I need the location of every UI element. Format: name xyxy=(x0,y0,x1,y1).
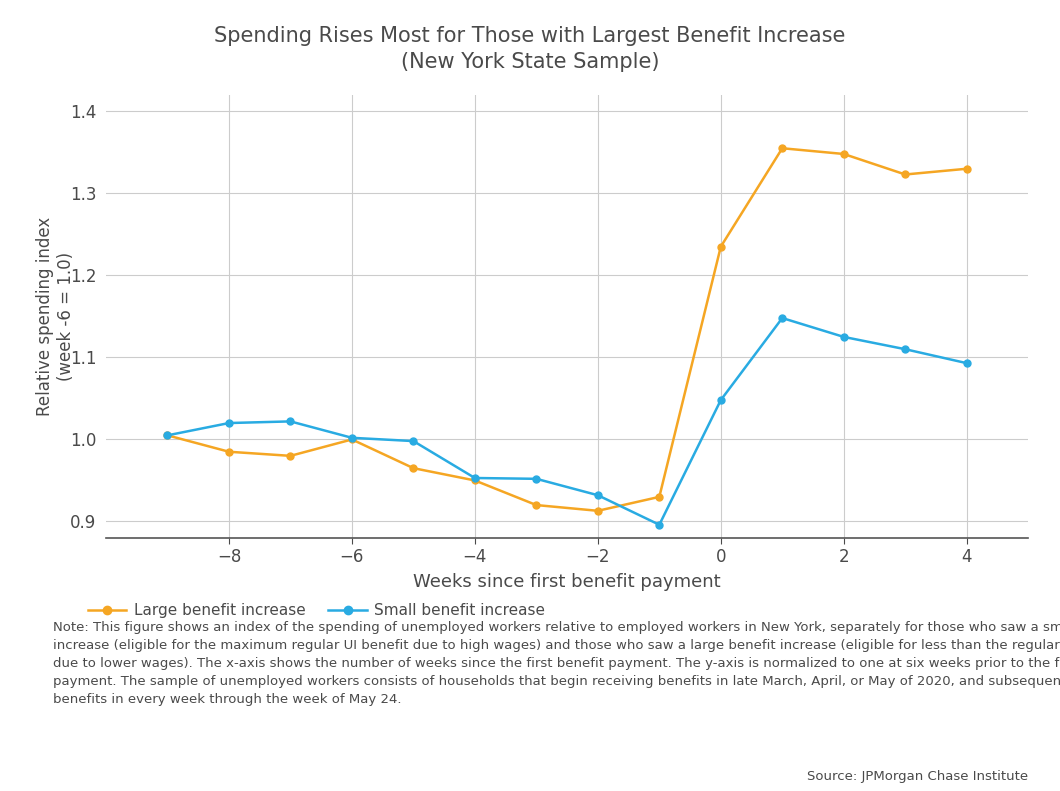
Legend: Large benefit increase, Small benefit increase: Large benefit increase, Small benefit in… xyxy=(82,597,551,624)
Text: Note: This figure shows an index of the spending of unemployed workers relative : Note: This figure shows an index of the … xyxy=(53,621,1060,706)
Text: Source: JPMorgan Chase Institute: Source: JPMorgan Chase Institute xyxy=(807,770,1028,783)
Text: Spending Rises Most for Those with Largest Benefit Increase: Spending Rises Most for Those with Large… xyxy=(214,25,846,46)
Text: (New York State Sample): (New York State Sample) xyxy=(401,51,659,72)
Y-axis label: Relative spending index
(week -6 = 1.0): Relative spending index (week -6 = 1.0) xyxy=(36,217,75,416)
Text: Weeks since first benefit payment: Weeks since first benefit payment xyxy=(413,573,721,592)
